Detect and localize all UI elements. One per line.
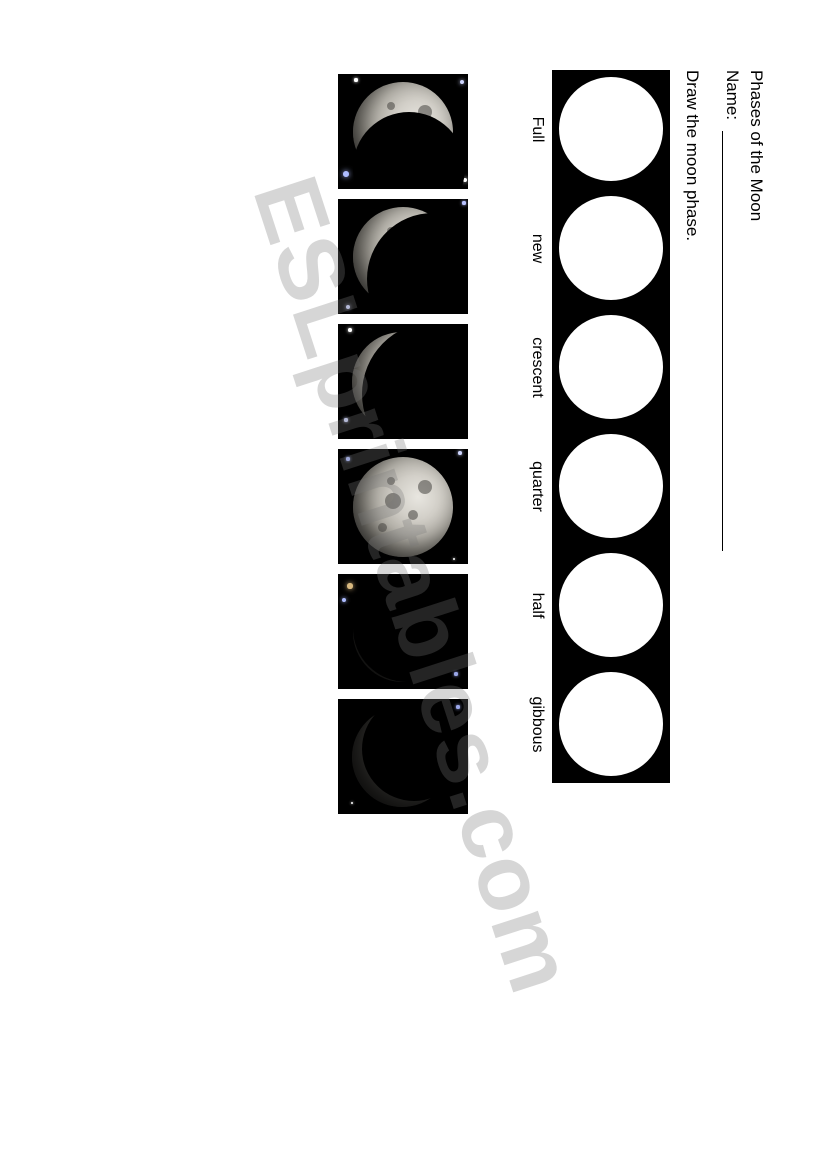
moon-photo-full [338,449,468,564]
star-icon [346,305,350,309]
star-icon [460,80,464,84]
blank-moon-circle [559,315,663,419]
star-icon [458,451,462,455]
blank-moon-cell[interactable] [552,427,670,546]
blank-moon-circle [559,434,663,538]
moon-disc [353,457,453,557]
name-input-line[interactable] [722,131,723,551]
blank-moon-circle [559,196,663,300]
name-label: Name: [723,70,742,120]
blank-moon-cell[interactable] [552,546,670,665]
star-icon [462,201,465,204]
star-icon [351,802,354,805]
star-icon [343,171,349,177]
star-icon [348,328,352,332]
phase-label: Full [528,70,546,189]
star-icon [453,558,456,561]
star-icon [346,457,349,460]
moon-shadow [362,699,466,801]
blank-moon-circle [559,553,663,657]
blank-moon-cell[interactable] [552,665,670,783]
star-icon [342,598,346,602]
star-icon [456,705,459,708]
blank-moon-circle [559,672,663,776]
blank-moon-cell[interactable] [552,189,670,308]
moon-photo-waning-crescent-wide [338,324,468,439]
moon-photo-third-quarter [338,199,468,314]
star-icon [344,418,347,421]
blank-moon-row [552,70,670,1109]
reference-photo-row [338,70,468,1109]
moon-photo-nearly-new [338,574,468,689]
phase-label: quarter [528,427,546,546]
moon-photo-thin-crescent [338,699,468,814]
phase-label: gibbous [528,665,546,784]
blank-moon-cell[interactable] [552,70,670,189]
worksheet-title: Phases of the Moon [746,70,766,1109]
blank-moon-circle [559,77,663,181]
blank-moon-cell[interactable] [552,308,670,427]
star-icon [454,672,457,675]
instruction-text: Draw the moon phase. [682,70,702,1109]
phase-label: new [528,189,546,308]
name-row: Name: [722,70,742,1109]
star-icon [354,78,357,81]
phase-labels-row: Fullnewcrescentquarterhalfgibbous [528,70,546,1109]
moon-photo-waxing-gibbous [338,74,468,189]
star-icon [347,583,352,588]
phase-label: crescent [528,308,546,427]
moon-shadow [353,574,461,682]
phase-label: half [528,546,546,665]
